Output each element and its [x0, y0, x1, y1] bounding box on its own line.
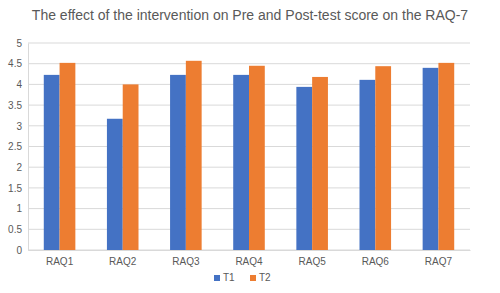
x-tick-label: RAQ5: [299, 256, 327, 267]
x-tick: RAQ6: [362, 250, 390, 267]
y-tick-label: 1: [16, 203, 22, 214]
bar: [123, 84, 139, 250]
y-tick: 2: [16, 162, 28, 173]
bar: [44, 75, 60, 250]
y-tick-label: 5: [16, 38, 22, 49]
y-tick: 5: [16, 38, 28, 49]
y-tick-label: 4: [16, 79, 22, 90]
bar: [249, 66, 265, 250]
legend: T1 T2: [214, 272, 271, 283]
legend-label: T2: [259, 272, 271, 283]
y-tick: 2.5: [8, 141, 28, 152]
title: The effect of the intervention on Pre an…: [32, 7, 469, 23]
x-tick-label: RAQ3: [172, 256, 200, 267]
y-axis: 0 0.5 1 1.5 2 2.5 3 3.5 4 4.5 5: [8, 38, 28, 256]
bar: [186, 61, 202, 250]
y-tick-label: 1.5: [8, 183, 22, 194]
y-tick-label: 2: [16, 162, 22, 173]
x-axis: RAQ1 RAQ2 RAQ3 RAQ4 RAQ5 RAQ6 RAQ7: [29, 250, 471, 267]
bars: [44, 61, 454, 250]
grid-line: [28, 63, 470, 64]
x-tick: RAQ5: [299, 250, 327, 267]
y-tick: 4: [16, 79, 28, 90]
bar: [375, 66, 391, 250]
y-tick: 3.5: [8, 100, 28, 111]
y-tick-label: 0: [16, 245, 22, 256]
bar: [360, 80, 376, 250]
series: [60, 61, 455, 250]
y-tick-label: 2.5: [8, 141, 22, 152]
x-tick: RAQ1: [46, 250, 74, 267]
y-tick: 1.5: [8, 183, 28, 194]
legend-swatch: [214, 275, 220, 281]
bar: [170, 75, 186, 250]
grid: [28, 43, 470, 250]
y-tick: 0: [16, 245, 28, 256]
y-tick-label: 3.5: [8, 100, 22, 111]
y-tick: 4.5: [8, 58, 28, 69]
chart: The effect of the intervention on Pre an…: [0, 0, 500, 293]
x-tick: RAQ3: [172, 250, 200, 267]
grid-line: [28, 43, 470, 44]
x-tick: RAQ2: [109, 250, 137, 267]
y-axis-line: [28, 44, 29, 251]
bar: [60, 63, 76, 250]
x-axis-line: [29, 250, 471, 251]
x-tick-label: RAQ7: [425, 256, 453, 267]
y-tick: 3: [16, 121, 28, 132]
x-tick-label: RAQ1: [46, 256, 74, 267]
x-tick: RAQ7: [425, 250, 453, 267]
bar: [296, 87, 312, 250]
legend-item: T2: [250, 272, 271, 283]
legend-swatch: [250, 275, 256, 281]
bar: [107, 119, 123, 250]
bar: [423, 68, 439, 250]
x-tick: RAQ4: [235, 250, 263, 267]
bar: [312, 77, 328, 250]
x-tick-label: RAQ6: [362, 256, 390, 267]
y-tick-label: 4.5: [8, 58, 22, 69]
y-tick: 1: [16, 203, 28, 214]
x-tick-label: RAQ2: [109, 256, 137, 267]
y-tick-label: 0.5: [8, 224, 22, 235]
bar: [438, 63, 454, 250]
legend-item: T1: [214, 272, 235, 283]
legend-label: T1: [223, 272, 235, 283]
plot: 00.511.522.533.544.55RAQ1RAQ2RAQ3RAQ4RAQ…: [8, 38, 470, 267]
x-tick-label: RAQ4: [235, 256, 263, 267]
bar: [233, 75, 249, 250]
y-tick-label: 3: [16, 121, 22, 132]
y-tick: 0.5: [8, 224, 28, 235]
